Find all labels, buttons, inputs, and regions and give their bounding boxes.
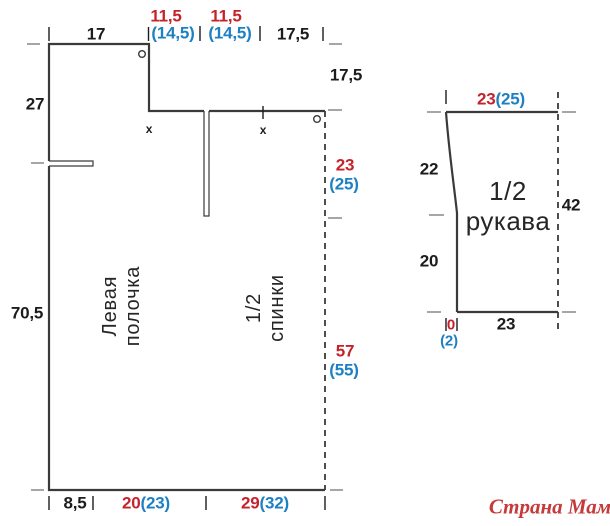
extension-dashes <box>27 43 576 491</box>
measure-left-upper: 27 <box>25 94 45 114</box>
measure-armhole-size2: (25) <box>329 174 359 194</box>
measure-bottom-seg2-size2: (23) <box>140 493 171 513</box>
label-half-sleeve: 1/2 рукава <box>466 176 551 236</box>
measure-back-top-width: 17,5 <box>276 24 310 44</box>
measure-armhole-size1: 23 <box>335 155 355 175</box>
body-piece-outline <box>47 42 325 492</box>
measure-sleeve-top-size1: 23 <box>477 89 496 109</box>
measure-sleeve-top: 23(25) <box>477 91 525 108</box>
measure-neck-left-size2: (14,5) <box>151 23 195 43</box>
measure-side-size2: (55) <box>329 360 359 380</box>
measure-left-lower: 70,5 <box>10 303 44 323</box>
label-half-back-line1: 1/2 <box>242 292 265 324</box>
circle-markers <box>137 50 322 123</box>
label-left-front-line2: полочка <box>122 265 144 347</box>
measure-sleeve-height: 42 <box>561 195 581 215</box>
measure-bottom-seg3-size1: 29 <box>241 493 260 513</box>
measure-bottom-seg1: 8,5 <box>63 493 87 513</box>
measure-neck-right-size2: (14,5) <box>208 23 252 43</box>
x-marker-right: x <box>259 123 267 137</box>
measure-neck-left-size1: 11,5 <box>150 6 182 26</box>
measure-sleeve-bottom-width: 23 <box>496 314 516 334</box>
site-watermark: Страна Мам <box>488 494 610 519</box>
label-half-sleeve-line1: 1/2 <box>489 175 527 206</box>
x-marker-left: x <box>145 122 153 136</box>
measure-neck-right-size1: 11,5 <box>210 6 242 26</box>
measure-sleeve-zero-size2: (2) <box>440 332 458 350</box>
measure-bottom-seg3-size2: (32) <box>259 493 290 513</box>
label-left-front-line1: Левая <box>98 275 121 337</box>
measure-side-size1: 57 <box>335 341 355 361</box>
pocket-slit <box>49 160 94 167</box>
measure-bottom-seg3: 29(32) <box>241 495 289 512</box>
sleeve-outline <box>444 110 558 314</box>
label-left-front: Левая полочка <box>99 266 145 346</box>
measure-sleeve-top-size2: (25) <box>495 89 526 109</box>
measure-yoke-height: 17,5 <box>329 65 363 85</box>
measure-bottom-seg2-size1: 20 <box>122 493 141 513</box>
measure-bottom-seg2: 20(23) <box>122 495 170 512</box>
measure-sleeve-zero-size1: 0 <box>446 316 456 334</box>
label-half-back-line2: спинки <box>266 274 288 342</box>
shoulder-slit <box>203 111 210 217</box>
label-half-sleeve-line2: рукава <box>465 206 551 236</box>
measure-shoulder-width: 17 <box>86 24 106 44</box>
measure-sleeve-left-upper: 22 <box>419 159 439 179</box>
measure-ticks <box>48 26 458 510</box>
measure-sleeve-left-lower: 20 <box>419 251 439 271</box>
label-half-back: 1/2 спинки <box>243 274 289 342</box>
